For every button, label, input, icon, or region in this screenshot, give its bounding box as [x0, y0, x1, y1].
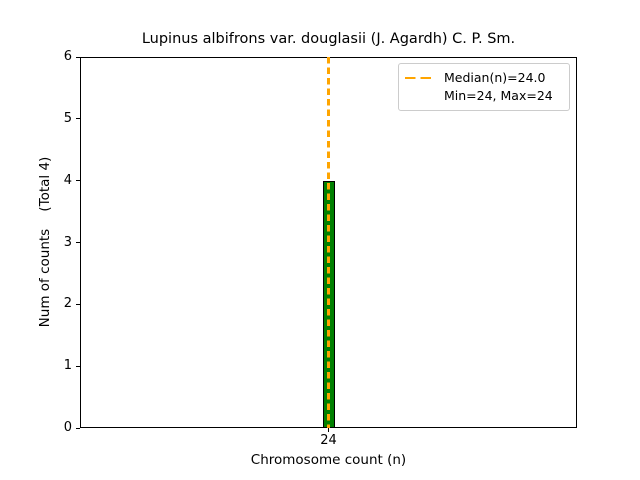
- legend-entry-median: Median(n)=24.0: [405, 69, 561, 87]
- y-tick-mark: [76, 242, 80, 243]
- y-tick-mark: [76, 303, 80, 305]
- legend-entry-minmax: Min=24, Max=24: [405, 87, 561, 105]
- x-tick-mark: [328, 428, 329, 432]
- y-tick-label: 1: [63, 358, 72, 374]
- legend: Median(n)=24.0 Min=24, Max=24: [398, 63, 570, 111]
- y-tick-label: 5: [63, 110, 72, 126]
- y-tick-label: 2: [63, 296, 72, 312]
- median-line: [327, 57, 330, 428]
- chart-title: Lupinus albifrons var. douglasii (J. Aga…: [141, 31, 516, 47]
- y-tick-label: 3: [63, 234, 72, 250]
- median-dashed-line-swatch: [405, 76, 431, 80]
- y-tick-mark: [76, 118, 80, 120]
- x-tick-label: 24: [320, 433, 337, 448]
- x-axis-label: Chromosome count (n): [250, 452, 407, 468]
- y-tick-label: 0: [63, 420, 72, 435]
- y-tick-mark: [76, 365, 80, 367]
- y-tick-mark: [76, 180, 80, 182]
- legend-label-minmax: Min=24, Max=24: [444, 88, 553, 103]
- y-tick-mark: [76, 427, 80, 429]
- legend-swatch-spacer: [405, 95, 431, 98]
- y-tick-mark: [76, 56, 80, 58]
- legend-label-median: Median(n)=24.0: [444, 70, 546, 85]
- y-tick-label: 6: [63, 49, 72, 64]
- y-tick-label: 4: [63, 172, 72, 188]
